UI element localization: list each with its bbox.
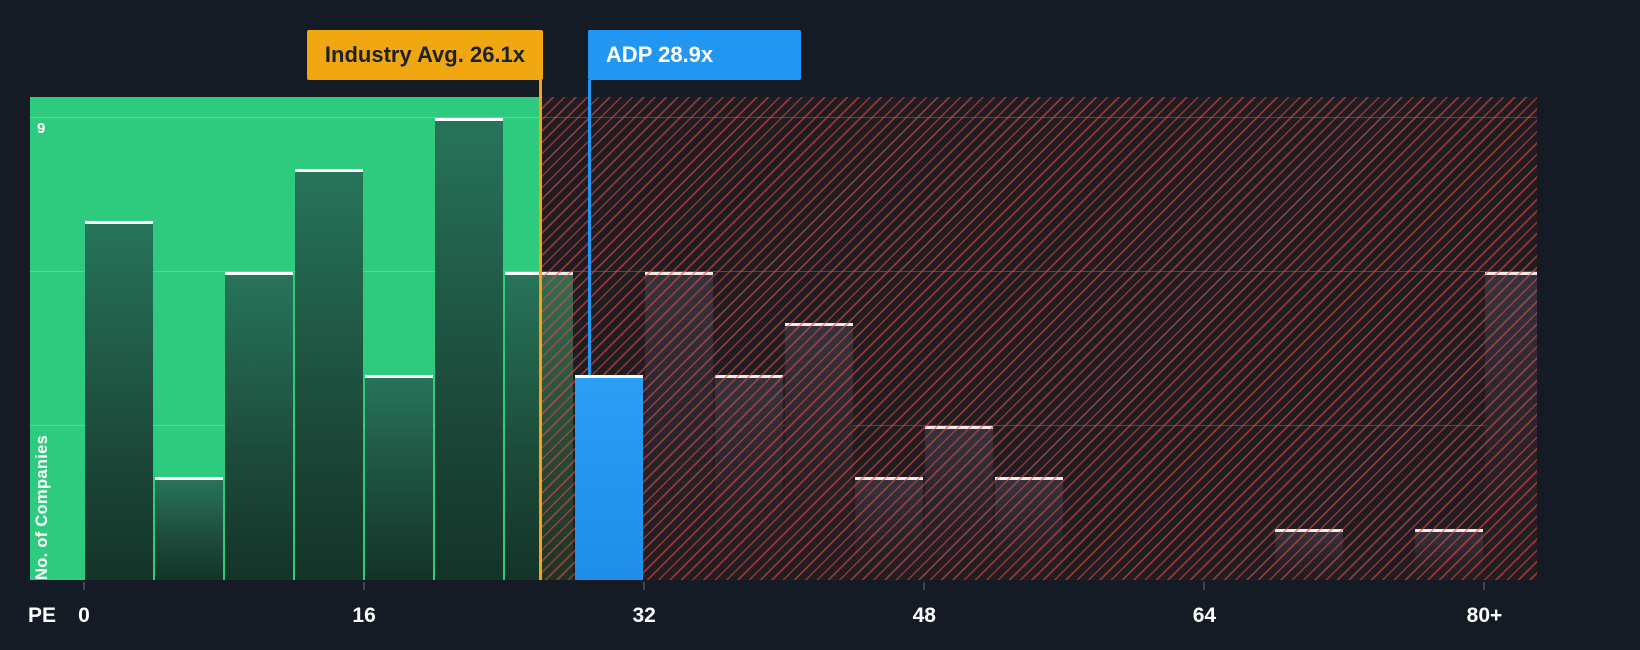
y-axis-title: No. of Companies xyxy=(33,434,51,580)
bar-pe-44[interactable] xyxy=(855,477,924,580)
x-tick-mark xyxy=(363,582,366,590)
x-tick-mark xyxy=(643,582,646,590)
plot-area xyxy=(30,80,1537,580)
x-tick-mark xyxy=(1203,582,1206,590)
bar-pe-80[interactable] xyxy=(1485,272,1537,580)
company-line xyxy=(588,80,592,375)
industry-avg-callout: Industry Avg. 26.1x xyxy=(306,30,544,80)
adp-callout: ADP 28.9x xyxy=(587,30,801,80)
x-tick-label-80+: 80+ xyxy=(1466,604,1503,627)
bar-pe-4[interactable] xyxy=(155,477,224,580)
adp-label: ADP 28.9x xyxy=(605,42,714,67)
x-tick-label-48: 48 xyxy=(912,604,936,627)
industry-avg-label: Industry Avg. 26.1x xyxy=(324,42,526,67)
gridline xyxy=(30,117,1537,118)
bar-pe-52[interactable] xyxy=(995,477,1064,580)
x-tick-mark xyxy=(83,582,85,590)
company-highlighted-bar[interactable] xyxy=(575,374,644,580)
x-tick-label-64: 64 xyxy=(1192,604,1217,627)
x-tick-mark xyxy=(923,582,926,590)
bar-pe-0[interactable] xyxy=(85,220,154,580)
x-tick-label-32: 32 xyxy=(632,604,656,627)
x-tick-label-16: 16 xyxy=(352,604,376,627)
bar-pe-36[interactable] xyxy=(715,374,784,580)
bar-pe-76[interactable] xyxy=(1415,528,1484,580)
bar-pe-8[interactable] xyxy=(225,272,294,580)
bar-pe-16[interactable] xyxy=(365,374,434,580)
x-tick-mark xyxy=(1483,582,1486,590)
bar-pe-40[interactable] xyxy=(785,323,854,580)
bar-pe-68[interactable] xyxy=(1275,528,1344,580)
bar-pe-20[interactable] xyxy=(435,118,504,580)
bar-pe-32[interactable] xyxy=(645,272,714,580)
bar-pe-48[interactable] xyxy=(925,426,994,580)
bar-pe-12[interactable] xyxy=(295,169,364,580)
x-axis-title: PE xyxy=(28,604,57,627)
y-axis-max-label: 9 xyxy=(37,120,46,137)
x-tick-label-0: 0 xyxy=(78,604,90,627)
industry-average-line xyxy=(539,80,543,580)
